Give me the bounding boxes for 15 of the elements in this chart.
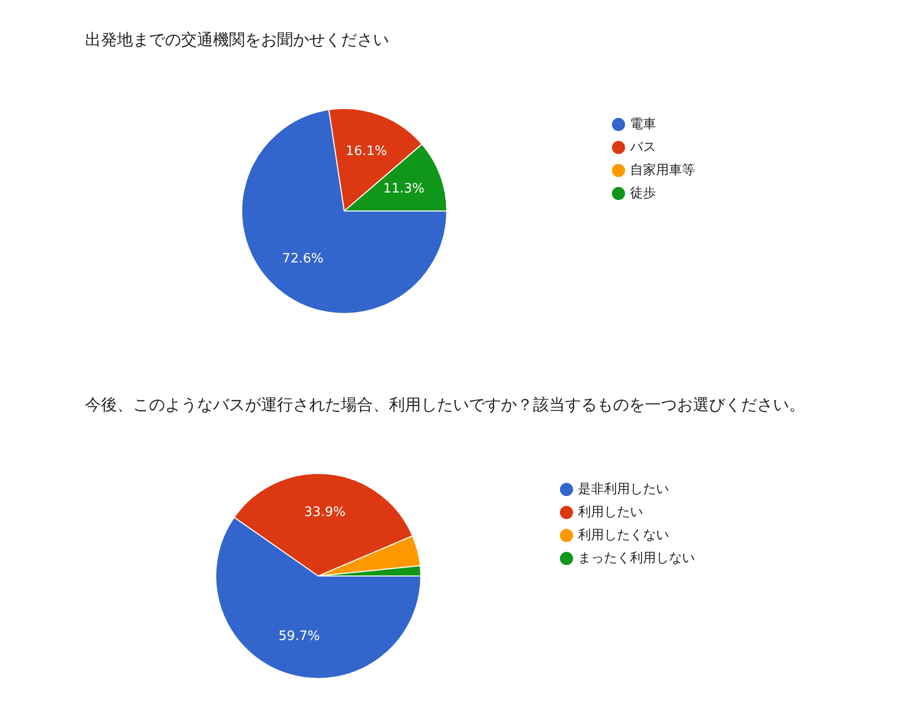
data-label: 33.9% — [304, 505, 346, 520]
chart-title: 今後、このようなバスが運行された場合、利用したいですか？該当するものを一つお選びください。 — [85, 395, 806, 416]
legend-label: 徒歩 — [630, 186, 656, 201]
legend-label: 是非利用したい — [578, 482, 669, 497]
legend-label: 利用したくない — [578, 528, 669, 543]
legend-label: 電車 — [630, 116, 656, 132]
legend-label: バス — [629, 140, 656, 155]
legend-label: 自家用車等 — [630, 162, 695, 178]
chart-title: 出発地までの交通機関をお聞かせください — [85, 30, 390, 51]
data-label: 16.1% — [346, 144, 387, 159]
legend-label: 利用したい — [578, 504, 643, 520]
data-label: 59.7% — [278, 628, 320, 644]
legend-label: まったく利用しない — [578, 550, 695, 566]
data-label: 11.3% — [383, 181, 424, 196]
data-label: 72.6% — [282, 252, 324, 267]
